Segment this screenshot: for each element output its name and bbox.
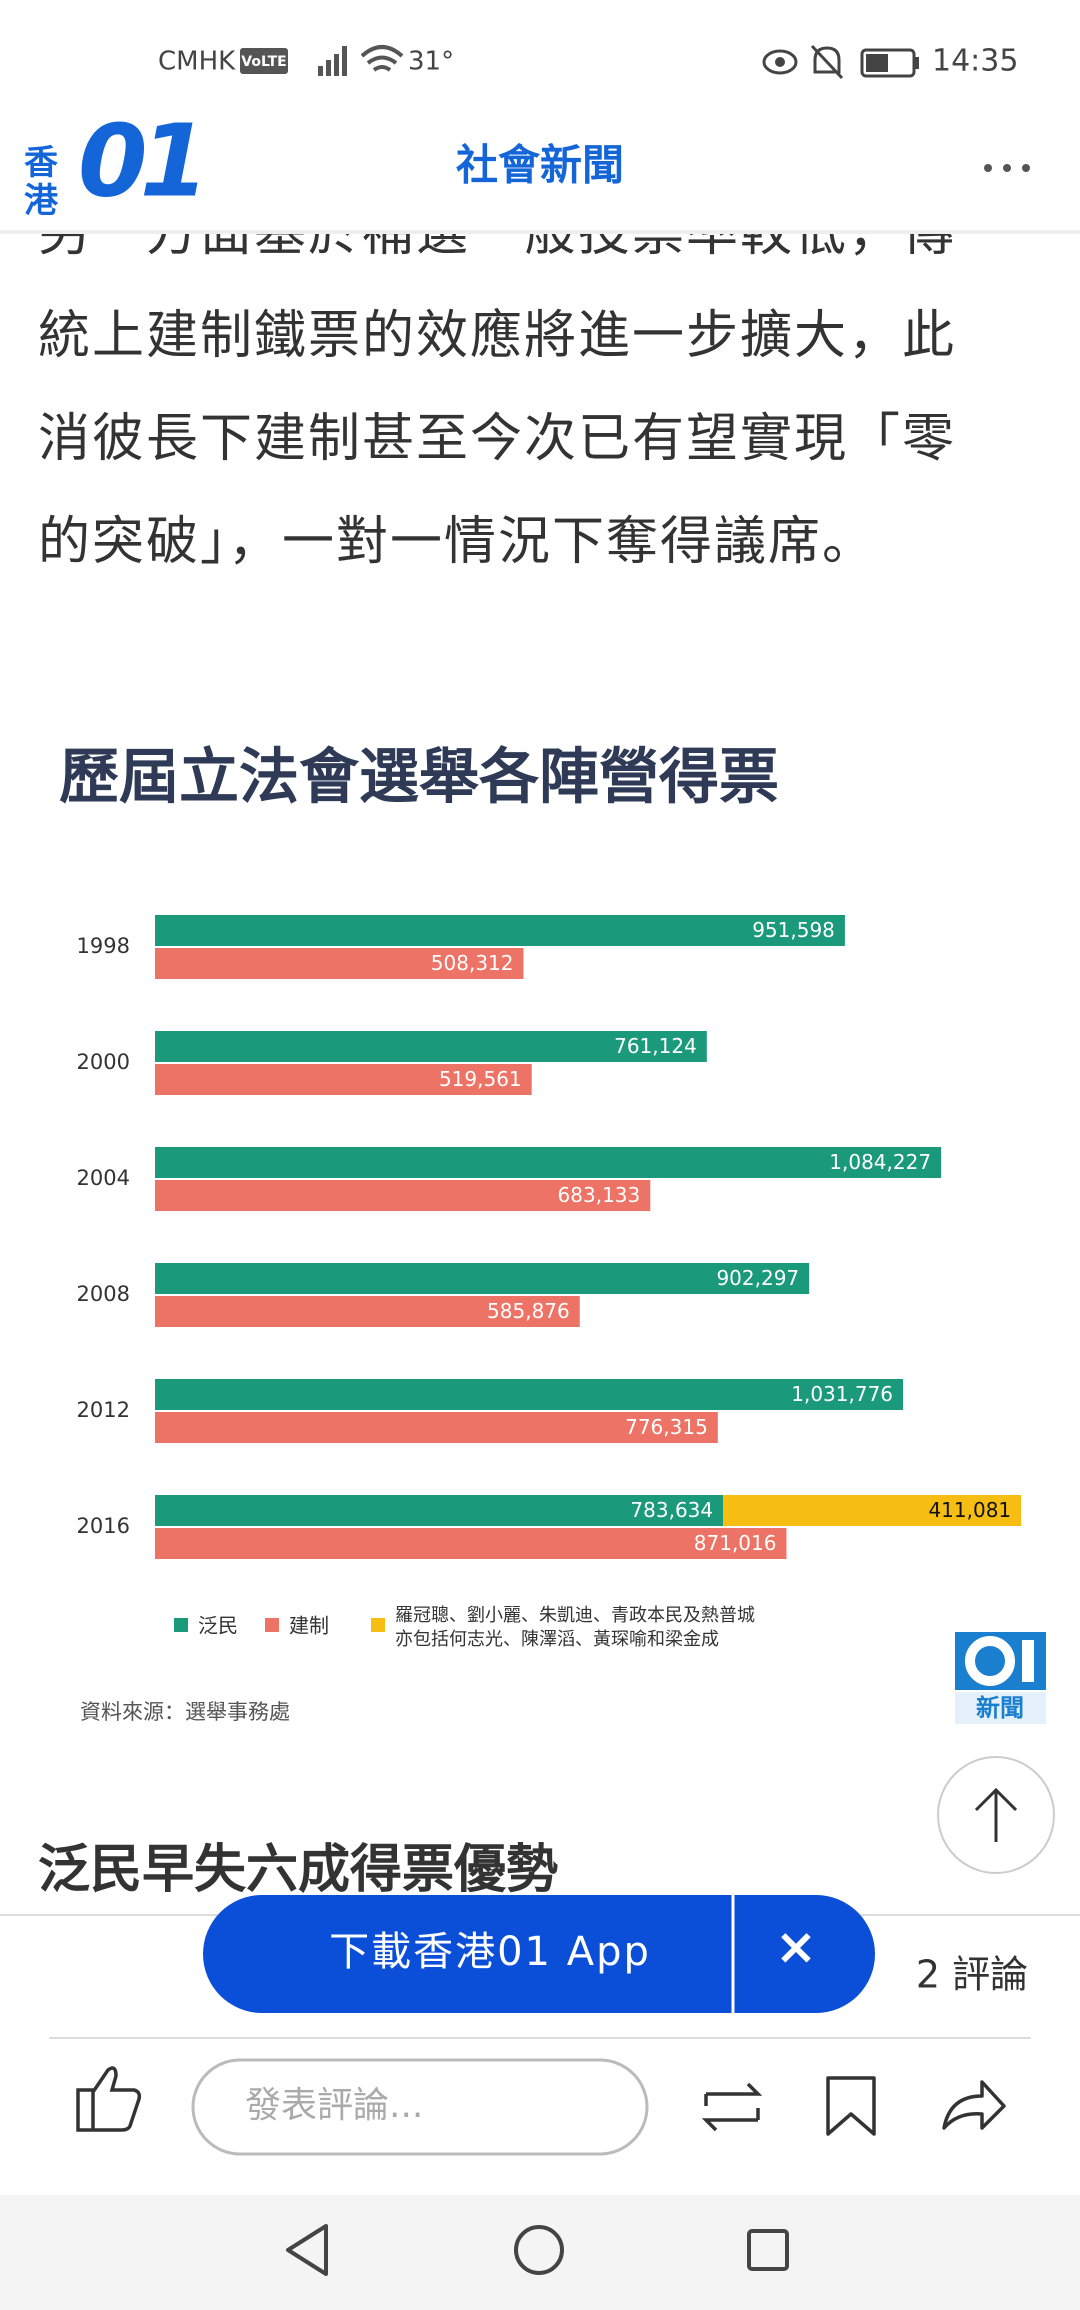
bar xyxy=(155,1147,942,1178)
nav-recents[interactable] xyxy=(747,2229,789,2271)
bar xyxy=(155,1379,904,1410)
data-label: 761,124 xyxy=(614,1034,697,1058)
data-label: 902,297 xyxy=(716,1266,799,1290)
battery-tip xyxy=(915,57,919,69)
share-icon[interactable] xyxy=(942,2080,1006,2130)
volte-badge xyxy=(240,48,288,74)
bar xyxy=(155,1528,787,1559)
scroll-top-arrow xyxy=(974,1787,1018,1842)
chart-logo-1 xyxy=(1022,1640,1034,1682)
chart-source: 資料來源：選舉事務處 xyxy=(80,1700,290,1724)
legend-swatch xyxy=(174,1618,188,1632)
nav-home[interactable] xyxy=(514,2225,564,2275)
wifi-icon xyxy=(360,45,404,72)
data-label: 683,133 xyxy=(558,1183,641,1207)
like-icon[interactable] xyxy=(76,2066,142,2132)
signal-icon xyxy=(318,46,347,76)
legend-swatch xyxy=(371,1618,385,1632)
download-text[interactable]: 下載香港01 App xyxy=(329,1929,651,1975)
legend-swatch xyxy=(265,1618,279,1632)
chart: 1998 951,598 508,312 2000 761,124 519,561 2004… xyxy=(77,915,1022,1650)
article-line: 消彼長下建制甚至今次已有望實現「零 xyxy=(38,409,956,469)
next-heading: 泛民早失六成得票優勢 xyxy=(38,1840,558,1900)
time: 14:35 xyxy=(932,44,1018,79)
data-label: 783,634 xyxy=(630,1498,713,1522)
data-label: 508,312 xyxy=(431,951,514,975)
bar xyxy=(155,915,845,946)
download-pill[interactable] xyxy=(203,1895,875,2013)
comment-input[interactable] xyxy=(191,2058,649,2156)
comment-placeholder: 發表評論... xyxy=(245,2085,423,2126)
temperature: 31° xyxy=(408,47,454,77)
eye-icon xyxy=(762,49,798,75)
bar xyxy=(155,1296,580,1327)
carrier: CMHK xyxy=(158,47,236,77)
chart-logo-text: 新聞 xyxy=(976,1694,1024,1722)
battery-icon xyxy=(860,48,916,78)
y-tick-label: 1998 xyxy=(77,934,130,958)
bar xyxy=(155,1180,651,1211)
logo-number: 01 xyxy=(78,102,201,219)
nav-back[interactable] xyxy=(286,2224,328,2276)
comments-count[interactable]: 2 評論 xyxy=(916,1953,1028,1997)
bar xyxy=(155,1263,810,1294)
repost-icon[interactable] xyxy=(701,2082,763,2132)
data-label: 585,876 xyxy=(487,1299,570,1323)
data-label: 519,561 xyxy=(439,1067,522,1091)
bar xyxy=(155,1495,724,1526)
article-line: 統上建制鐵票的效應將進一步擴大，此 xyxy=(38,306,956,366)
bar xyxy=(155,1064,532,1095)
header-title[interactable]: 社會新聞 xyxy=(456,141,624,190)
data-label: 776,315 xyxy=(625,1415,708,1439)
legend-label: 建制 xyxy=(289,1614,329,1638)
y-tick-label: 2004 xyxy=(77,1166,130,1190)
data-label: 1,084,227 xyxy=(829,1150,931,1174)
data-label: 411,081 xyxy=(928,1498,1011,1522)
chart-title: 歷屆立法會選舉各陣營得票 xyxy=(59,743,779,813)
battery-level xyxy=(866,54,888,72)
data-label: 871,016 xyxy=(694,1531,777,1555)
bar xyxy=(155,1412,718,1443)
bar xyxy=(155,948,524,979)
bar xyxy=(723,1495,1022,1526)
menu-dots[interactable] xyxy=(984,164,1030,172)
y-tick-label: 2012 xyxy=(77,1398,130,1422)
chart-logo-bottom xyxy=(955,1692,1046,1724)
y-tick-label: 2000 xyxy=(77,1050,130,1074)
volte: VoLTE xyxy=(241,54,286,70)
nav-bar xyxy=(0,2195,1080,2310)
data-label: 951,598 xyxy=(752,918,835,942)
bookmark-icon[interactable] xyxy=(826,2076,876,2136)
y-tick-label: 2008 xyxy=(77,1282,130,1306)
eye-pupil xyxy=(775,57,785,67)
header-shadow xyxy=(0,230,1080,234)
y-tick-label: 2016 xyxy=(77,1514,130,1538)
close-button[interactable]: × xyxy=(775,1918,817,1976)
logo-text: 香港 xyxy=(18,144,58,220)
data-label: 1,031,776 xyxy=(791,1382,893,1406)
legend-label: 羅冠聰、劉小麗、朱凱迪、青政本民及熱普城亦包括何志光、陳澤滔、黃琛喻和梁金成 xyxy=(395,1605,755,1650)
header-bg xyxy=(0,0,1080,232)
mute-icon xyxy=(810,44,844,80)
chart-logo-o xyxy=(965,1636,1015,1686)
bar xyxy=(155,1031,707,1062)
article-line: 的突破」，一對一情況下奪得議席。 xyxy=(38,512,876,572)
legend-label: 泛民 xyxy=(198,1614,238,1638)
